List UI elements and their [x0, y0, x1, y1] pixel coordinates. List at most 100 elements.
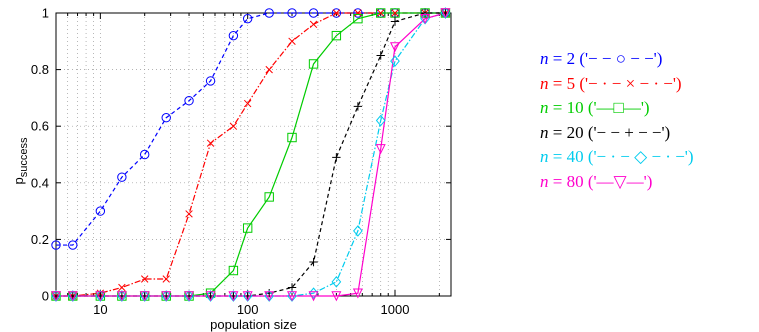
data-point [390, 8, 400, 18]
x-tick-label: 100 [237, 302, 259, 317]
legend-entry-variable: n [540, 122, 549, 142]
data-point [228, 30, 239, 41]
data-point [264, 192, 274, 202]
y-tick-label: 0.6 [31, 119, 49, 134]
data-point [354, 9, 362, 17]
data-point [228, 265, 239, 276]
legend-entry-6: n = 80 ('—▽—') [540, 170, 755, 195]
data-point [352, 288, 363, 299]
series-line-2 [56, 12, 446, 297]
data-point [206, 291, 215, 301]
data-point [184, 291, 194, 301]
data-point [376, 8, 386, 18]
data-point [332, 153, 341, 162]
grid [56, 13, 451, 296]
data-point [184, 96, 194, 106]
data-point [118, 283, 126, 292]
data-point [390, 17, 400, 26]
y-tick-label: 1 [42, 6, 49, 21]
y-tick-label: 0 [42, 289, 49, 304]
legend-entry-text: = 10 ('—□—') [548, 98, 650, 118]
data-point [390, 55, 400, 67]
data-point [376, 51, 385, 60]
data-point [95, 291, 106, 302]
legend-entry-3: n = 10 ('—□—') [540, 96, 755, 121]
x-tick-label: 10 [93, 302, 107, 317]
data-point [229, 122, 238, 130]
data-point [228, 291, 239, 302]
legend-entry-text: = 80 ('—▽—') [548, 171, 653, 191]
data-point [265, 65, 273, 74]
data-point [309, 257, 318, 267]
data-point [308, 59, 319, 69]
data-point [140, 275, 149, 283]
series-line-3 [56, 12, 446, 297]
data-point [50, 291, 62, 302]
data-point [116, 291, 127, 302]
data-point [95, 206, 106, 216]
plot-frame [55, 12, 452, 297]
data-point [353, 225, 363, 237]
data-point [287, 291, 298, 302]
data-point [140, 291, 149, 301]
y-tick-label: 0.8 [31, 62, 49, 77]
data-point [308, 291, 319, 302]
data-point [162, 291, 171, 301]
y-axis-title-subscript: success [18, 137, 30, 177]
y-axis-title: psuccess [11, 137, 30, 184]
legend-entry-variable: n [540, 147, 549, 167]
data-point [242, 291, 253, 302]
data-point [389, 42, 400, 53]
legend-entry-1: n = 2 ('− − ○ − −') [540, 47, 755, 72]
data-point [205, 291, 216, 302]
data-point [264, 8, 274, 18]
data-point [375, 144, 386, 155]
data-point [332, 9, 341, 17]
legend: n = 2 ('− − ○ − −') n = 5 ('− · − × − · −… [540, 47, 755, 195]
data-point [205, 76, 216, 86]
data-point [161, 113, 171, 123]
data-point [331, 30, 342, 41]
data-point [420, 13, 431, 24]
data-point [117, 291, 127, 301]
markers-layer [50, 7, 451, 302]
data-point [391, 9, 399, 17]
x-tick-label: 1000 [381, 302, 410, 317]
data-point [331, 8, 342, 18]
legend-entry-text: = 20 ('− − + − −') [548, 122, 671, 142]
data-point [139, 149, 150, 160]
data-point [353, 13, 363, 24]
legend-entry-text: = 2 ('− − ○ − −') [548, 49, 663, 68]
data-point [184, 291, 195, 302]
legend-entry-variable: n [540, 98, 549, 118]
y-tick-label: 0.2 [31, 232, 49, 247]
data-point [162, 275, 170, 283]
data-point [287, 8, 297, 18]
data-point [242, 13, 253, 24]
series-line-4 [56, 12, 446, 297]
series-layer [56, 12, 446, 297]
series-line-5 [56, 12, 446, 297]
data-point [375, 114, 386, 127]
data-point [96, 291, 105, 301]
data-point [264, 291, 275, 302]
data-point [287, 132, 297, 143]
svg-text:psuccess: psuccess [11, 137, 30, 184]
data-point [206, 139, 215, 147]
data-point [331, 276, 342, 288]
data-point [243, 291, 252, 301]
legend-entry-variable: n [540, 49, 549, 68]
data-point [331, 291, 342, 302]
data-point [161, 291, 172, 302]
data-point [117, 172, 127, 182]
legend-entry-variable: n [540, 171, 549, 191]
data-point [68, 291, 77, 301]
data-point [51, 291, 61, 301]
data-point [67, 291, 78, 302]
series-line-6 [56, 12, 446, 297]
data-point [229, 291, 238, 301]
y-tick-label: 0.4 [31, 175, 49, 190]
data-point [68, 240, 78, 250]
data-point [242, 223, 253, 233]
